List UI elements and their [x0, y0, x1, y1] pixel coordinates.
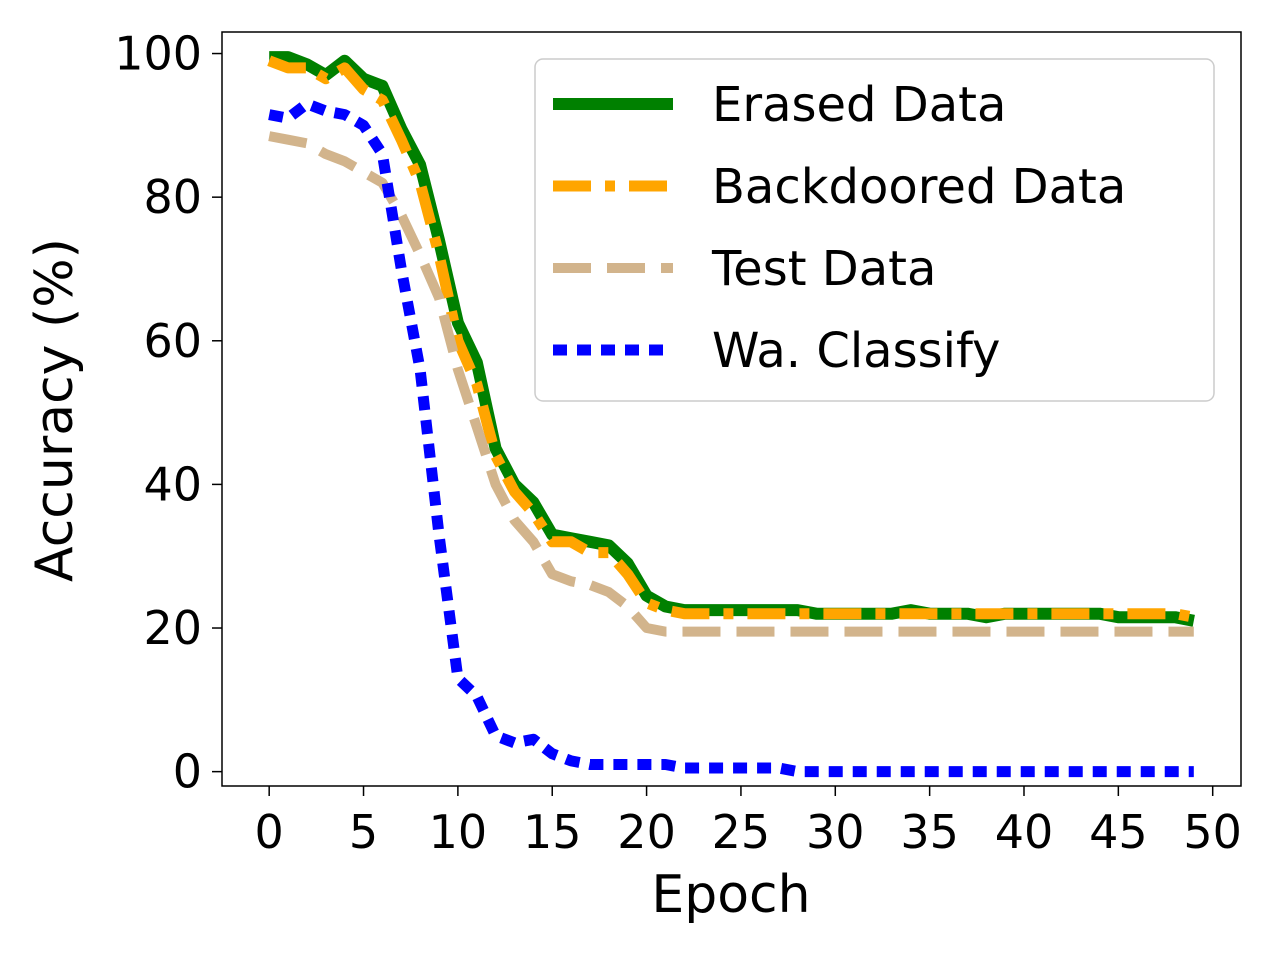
legend-label: Erased Data: [712, 77, 1006, 133]
y-axis-label: Accuracy (%): [25, 238, 85, 582]
x-tick-label: 5: [349, 805, 378, 859]
y-tick-label: 80: [143, 170, 202, 224]
legend-label: Wa. Classify: [712, 323, 1000, 379]
x-tick-label: 15: [523, 805, 582, 859]
x-tick-label: 25: [712, 805, 771, 859]
y-tick-label: 40: [143, 457, 202, 511]
x-tick-label: 45: [1089, 805, 1148, 859]
x-axis-label: Epoch: [651, 865, 810, 925]
series-line-backdoored-data: [267, 55, 1195, 623]
y-axis: 0 20 40 60 80 100: [114, 27, 222, 799]
legend: Erased Data Backdoored Data Test Data Wa. C…: [534, 58, 1215, 402]
legend-label: Test Data: [711, 241, 936, 297]
x-tick-label: 0: [255, 805, 284, 859]
y-tick-label: 20: [143, 601, 202, 655]
series-line-wa-classify: [268, 98, 1194, 778]
x-tick-label: 35: [900, 805, 959, 859]
x-tick-label: 10: [429, 805, 488, 859]
series-layer: [267, 51, 1195, 778]
x-tick-label: 30: [806, 805, 865, 859]
x-axis: 0 5 10 15 20 25 30 35 40 45 50: [255, 786, 1242, 859]
legend-box: [534, 58, 1215, 402]
series-line-test-data: [268, 131, 1194, 637]
y-tick-label: 0: [173, 745, 202, 799]
plot-frame: [221, 31, 1242, 787]
x-tick-label: 20: [617, 805, 676, 859]
legend-label: Backdoored Data: [712, 159, 1126, 215]
x-tick-label: 40: [995, 805, 1054, 859]
y-tick-label: 60: [143, 314, 202, 368]
y-tick-label: 100: [114, 27, 202, 81]
x-tick-label: 50: [1183, 805, 1242, 859]
